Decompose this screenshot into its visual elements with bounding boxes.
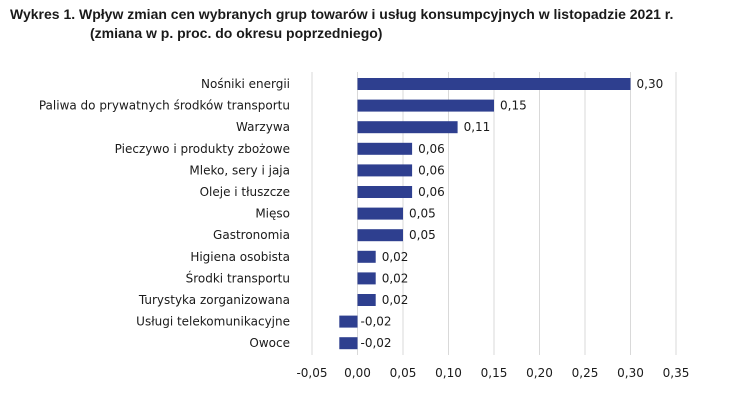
data-label: 0,06 [418,163,445,177]
bar [357,294,376,306]
category-label: Środki transportu [186,270,290,285]
category-label: Mięso [255,207,290,221]
bar [357,142,413,155]
category-label: Usługi telekomunikacyjne [136,315,290,329]
category-label: Nośniki energii [201,77,290,91]
x-tick-label: 0,30 [617,366,644,380]
category-label: Mleko, sery i jaja [189,163,290,177]
category-label: Oleje i tłuszcze [200,185,290,199]
data-label: 0,02 [382,250,409,264]
bar [357,229,403,242]
chart-title: Wykres 1. Wpływ zmian cen wybranych grup… [10,5,725,43]
data-label: 0,05 [409,228,436,242]
category-label: Owoce [249,336,290,350]
data-label: -0,02 [361,336,392,350]
bar [357,272,376,285]
bar [357,250,376,263]
data-label: 0,02 [382,271,409,285]
data-label: 0,30 [637,77,664,91]
bar [339,337,358,350]
x-tick-label: 0,15 [481,366,508,380]
data-label: -0,02 [361,315,392,329]
data-label: 0,06 [418,185,445,199]
category-label: Gastronomia [213,228,290,242]
bar [339,315,358,328]
x-tick-label: -0,05 [296,366,327,380]
category-label: Paliwa do prywatnych środków transportu [39,99,290,113]
chart-subtitle: (zmiana w p. proc. do okresu poprzednieg… [90,25,383,41]
category-label: Warzywa [236,120,290,134]
bar [357,207,403,220]
chart-title-text: Wykres 1. Wpływ zmian cen wybranych grup… [10,6,674,22]
bar [357,99,494,112]
data-label: 0,11 [464,120,491,134]
category-label: Higiena osobista [190,250,290,264]
data-label: 0,06 [418,142,445,156]
bar [357,121,458,134]
bar [357,186,413,198]
category-label: Pieczywo i produkty zbożowe [115,142,290,156]
bar [357,164,413,177]
x-tick-label: 0,25 [572,366,599,380]
x-tick-label: 0,20 [526,366,553,380]
x-tick-label: 0,10 [435,366,462,380]
data-label: 0,05 [409,207,436,221]
data-label: 0,15 [500,99,527,113]
x-tick-label: 0,00 [344,366,371,380]
bar [357,78,631,90]
x-tick-label: 0,05 [390,366,417,380]
data-label: 0,02 [382,293,409,307]
x-tick-label: 0,35 [663,366,690,380]
category-label: Turystyka zorganizowana [138,293,290,307]
